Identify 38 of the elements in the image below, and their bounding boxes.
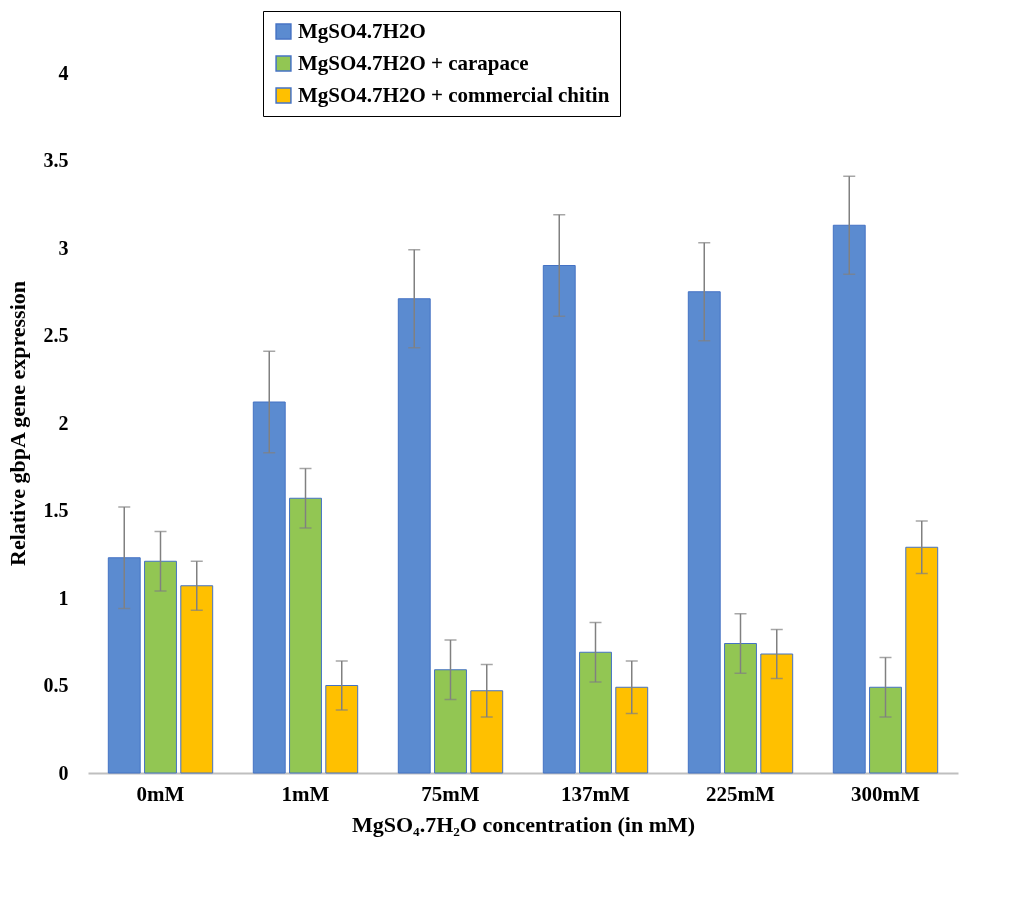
bar bbox=[615, 686, 649, 774]
bar bbox=[760, 653, 794, 774]
bar bbox=[252, 401, 286, 774]
y-tick-label: 2 bbox=[58, 411, 69, 434]
x-tick-label: 300mM bbox=[851, 781, 921, 806]
x-tick-label: 1mM bbox=[281, 781, 330, 806]
x-tick-label: 75mM bbox=[421, 781, 480, 806]
y-tick-label: 3.5 bbox=[43, 149, 69, 171]
legend-label: MgSO4.7H2O bbox=[298, 18, 426, 43]
bar bbox=[434, 669, 467, 774]
y-tick-label: 3 bbox=[58, 236, 69, 259]
bar bbox=[325, 685, 359, 774]
bar bbox=[542, 265, 576, 774]
y-axis-title: Relative gbpA gene expression bbox=[4, 281, 30, 566]
x-tick-label: 225mM bbox=[706, 781, 776, 806]
y-tick-label: 2.5 bbox=[43, 324, 69, 346]
y-tick-label: 4 bbox=[58, 61, 69, 84]
legend-label: MgSO4.7H2O + commercial chitin bbox=[298, 82, 610, 107]
bar bbox=[579, 651, 612, 774]
bar bbox=[289, 497, 322, 774]
legend-label: MgSO4.7H2O + carapace bbox=[298, 50, 529, 75]
bar bbox=[180, 585, 214, 774]
bar bbox=[832, 224, 866, 774]
x-tick-label: 137mM bbox=[561, 781, 631, 806]
y-tick-label: 1.5 bbox=[43, 499, 69, 521]
y-tick-label: 0.5 bbox=[43, 674, 69, 696]
bar bbox=[397, 298, 431, 774]
bar bbox=[905, 546, 939, 774]
bar bbox=[724, 643, 757, 774]
bar bbox=[470, 690, 504, 774]
bar bbox=[107, 557, 141, 774]
x-tick-label: 0mM bbox=[136, 781, 185, 806]
y-tick-label: 1 bbox=[58, 586, 69, 609]
y-tick-label: 0 bbox=[58, 761, 69, 784]
bar bbox=[869, 686, 902, 774]
bar bbox=[687, 291, 721, 774]
bar bbox=[144, 560, 177, 774]
x-axis-title: MgSO₄.7H₂O concentration (in mM) bbox=[351, 811, 696, 837]
